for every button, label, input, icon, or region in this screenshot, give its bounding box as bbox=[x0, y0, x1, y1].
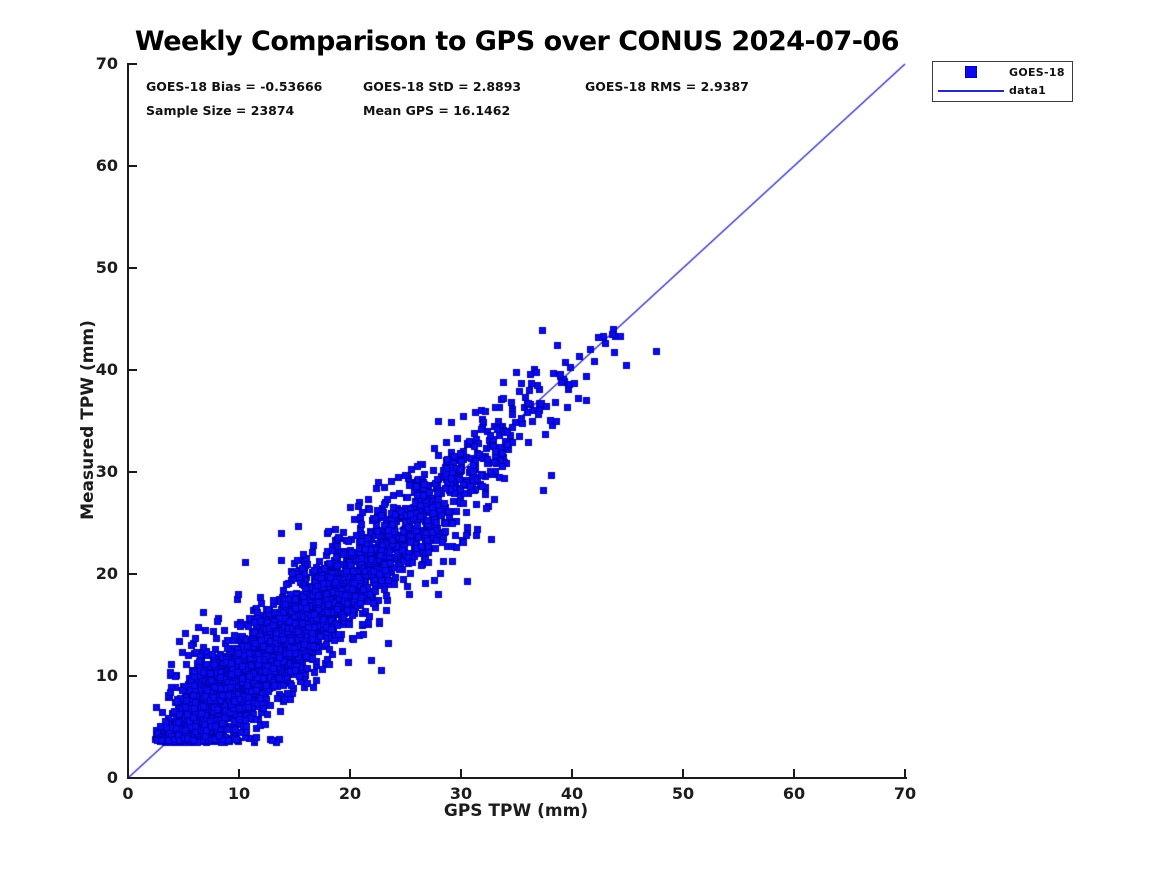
x-tick-label: 40 bbox=[560, 784, 584, 803]
legend-label-goes18: GOES-18 bbox=[1009, 65, 1065, 79]
y-tick-label: 30 bbox=[95, 462, 118, 481]
y-tick bbox=[129, 573, 137, 575]
x-tick bbox=[460, 769, 462, 777]
y-tick-label: 0 bbox=[106, 768, 118, 787]
x-tick-label: 70 bbox=[893, 784, 917, 803]
x-axis-label: GPS TPW (mm) bbox=[443, 801, 589, 821]
legend-entry-data1: data1 bbox=[933, 83, 1072, 99]
x-tick-label: 60 bbox=[782, 784, 806, 803]
stat-sample-size: Sample Size = 23874 bbox=[146, 103, 295, 118]
y-tick-label: 50 bbox=[95, 258, 118, 277]
y-tick-label: 20 bbox=[95, 564, 118, 583]
legend-swatch-area bbox=[933, 66, 1009, 79]
chart-title: Weekly Comparison to GPS over CONUS 2024… bbox=[134, 26, 900, 57]
legend-label-data1: data1 bbox=[1009, 84, 1047, 98]
x-tick bbox=[238, 769, 240, 777]
x-tick bbox=[127, 769, 129, 777]
x-tick bbox=[682, 769, 684, 777]
y-tick bbox=[129, 369, 137, 371]
y-tick bbox=[129, 165, 137, 167]
y-tick-label: 70 bbox=[95, 54, 118, 73]
stat-rms: GOES-18 RMS = 2.9387 bbox=[585, 79, 749, 94]
y-tick bbox=[129, 267, 137, 269]
x-tick bbox=[571, 769, 573, 777]
x-tick-label: 30 bbox=[449, 784, 473, 803]
x-tick-label: 0 bbox=[122, 784, 134, 803]
stat-bias: GOES-18 Bias = -0.53666 bbox=[146, 79, 323, 94]
y-axis-line bbox=[127, 63, 129, 779]
stat-mean-gps: Mean GPS = 16.1462 bbox=[363, 103, 511, 118]
legend: GOES-18 data1 bbox=[932, 61, 1073, 102]
line-swatch-icon bbox=[938, 89, 1004, 92]
y-tick-label: 40 bbox=[95, 360, 118, 379]
y-tick bbox=[129, 63, 137, 65]
y-tick-label: 10 bbox=[95, 666, 118, 685]
y-tick bbox=[129, 777, 137, 779]
x-tick-label: 10 bbox=[227, 784, 251, 803]
x-tick bbox=[904, 769, 906, 777]
square-marker-icon bbox=[965, 66, 977, 79]
x-axis-line bbox=[127, 777, 907, 779]
x-tick-label: 20 bbox=[338, 784, 362, 803]
legend-entry-goes18: GOES-18 bbox=[933, 64, 1072, 80]
y-tick bbox=[129, 471, 137, 473]
x-tick-label: 50 bbox=[671, 784, 695, 803]
x-tick bbox=[349, 769, 351, 777]
stat-std: GOES-18 StD = 2.8893 bbox=[363, 79, 522, 94]
x-tick bbox=[793, 769, 795, 777]
y-tick bbox=[129, 675, 137, 677]
legend-swatch-area bbox=[933, 89, 1009, 92]
y-axis-label: Measured TPW (mm) bbox=[78, 320, 98, 520]
y-tick-label: 60 bbox=[95, 156, 118, 175]
